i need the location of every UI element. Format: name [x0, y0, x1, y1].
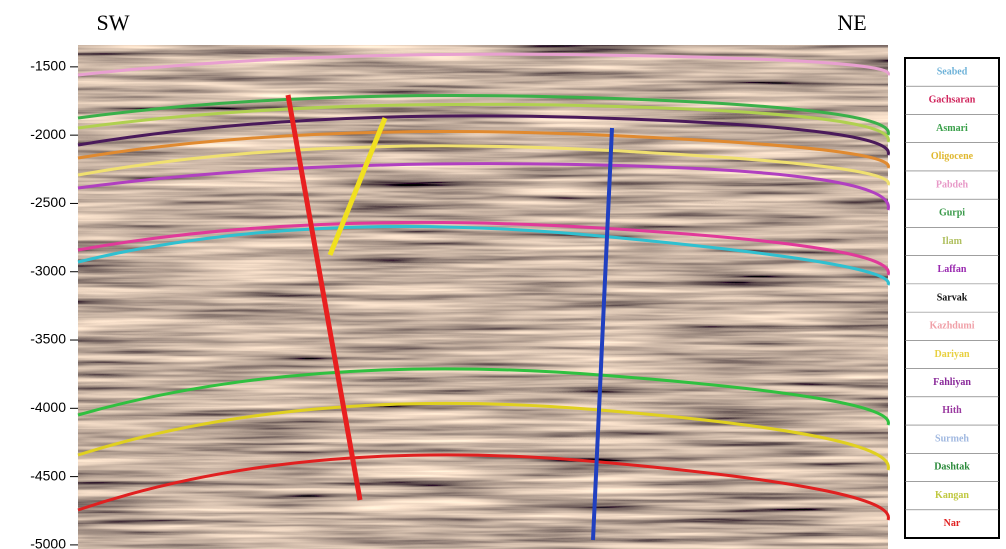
- horizon: [77, 52, 890, 77]
- y-tick-label: -2500: [30, 194, 66, 210]
- legend-entry: Fahliyan: [933, 377, 971, 388]
- legend-entry: Dariyan: [935, 349, 970, 360]
- legend-entry: Gachsaran: [929, 95, 976, 106]
- legend-entry: Oligocene: [931, 151, 974, 162]
- horizon: [77, 453, 890, 521]
- legend-entry: Seabed: [937, 66, 968, 77]
- legend: Seabed Gachsaran Asmari Oligocene Pabdeh Gurp…: [905, 66, 999, 529]
- horizon: [77, 94, 890, 136]
- legend-entry: Laffan: [938, 264, 967, 275]
- legend-entry: Ilam: [942, 236, 963, 247]
- horizon: [77, 162, 890, 211]
- depth-axis: -1500 -2000 -2500 -3000 -3500 -4000 -4500 -5000: [30, 58, 78, 549]
- y-tick-label: -4500: [30, 467, 66, 483]
- horizon: [77, 224, 890, 286]
- horizon: [77, 130, 890, 169]
- y-tick-label: -4000: [30, 399, 66, 415]
- y-tick-label: -3000: [30, 262, 66, 278]
- y-tick-label: -3500: [30, 331, 66, 347]
- legend-entry: Nar: [944, 518, 961, 529]
- seismic-section: [77, 45, 890, 549]
- horizon: [77, 114, 890, 156]
- horizon: [77, 220, 890, 276]
- legend-entry: Kazhdumi: [929, 321, 974, 332]
- legend-entry: Surmeh: [935, 433, 969, 444]
- horizon: [77, 144, 890, 186]
- legend-entry: Gurpi: [939, 208, 965, 219]
- y-tick-label: -1500: [30, 58, 66, 74]
- legend-box: [904, 57, 1000, 539]
- fault: [285, 94, 363, 501]
- legend-entry: Hith: [942, 405, 962, 416]
- y-tick-label: -5000: [30, 536, 66, 549]
- horizon: [77, 102, 890, 143]
- horizon: [77, 367, 890, 426]
- horizon: [77, 401, 890, 471]
- legend-entry: Kangan: [935, 490, 969, 501]
- fault: [327, 117, 388, 256]
- right-label: NE: [837, 10, 866, 35]
- fault: [591, 127, 614, 541]
- y-tick-label: -2000: [30, 126, 66, 142]
- seismic-texture: [78, 45, 888, 549]
- legend-entry: Pabdeh: [936, 179, 969, 190]
- legend-entry: Asmari: [936, 123, 968, 134]
- legend-entry: Sarvak: [937, 292, 968, 303]
- left-label: SW: [97, 10, 130, 35]
- legend-entry: Dashtak: [934, 462, 970, 473]
